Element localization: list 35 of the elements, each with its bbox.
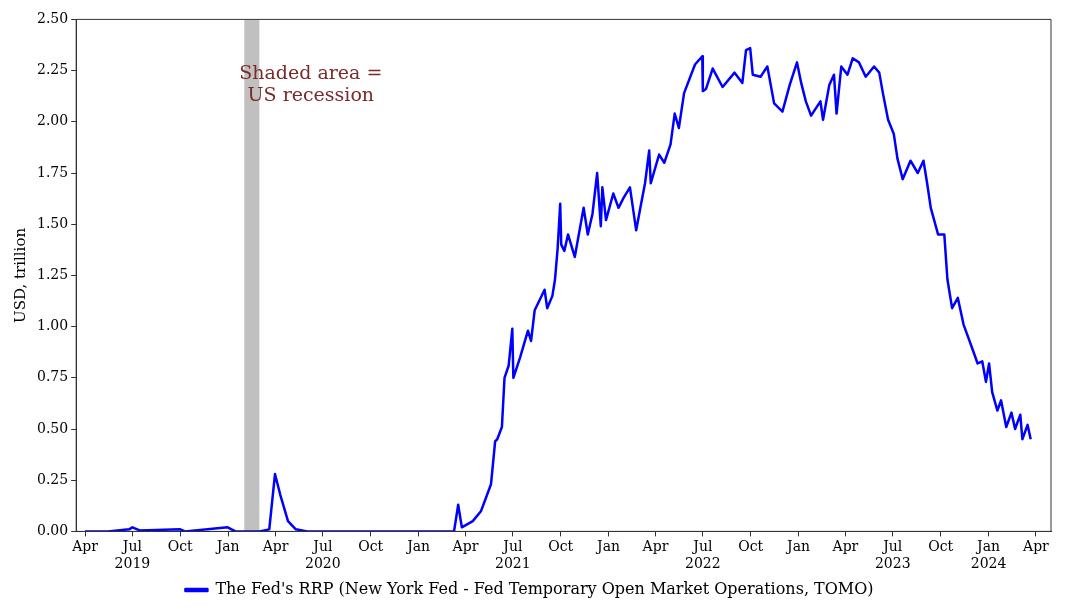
y-axis-title: USD, trillion	[10, 227, 29, 323]
y-tick-label: 1.25	[37, 266, 69, 283]
x-tick-label: Jul 2023	[874, 538, 911, 572]
x-tick-label: Oct	[738, 538, 764, 555]
x-tick-label: Jul 2019	[114, 538, 151, 572]
x-tick-label: Oct	[358, 538, 384, 555]
x-tick-label: Oct	[167, 538, 194, 555]
x-tick-label: Jan	[595, 538, 621, 555]
y-tick-label: 2.50	[37, 10, 69, 27]
y-tick-label: 0.50	[37, 419, 69, 436]
band-label: Shaded area = US recession	[239, 61, 383, 106]
x-tick-label: Jan 2024	[970, 538, 1007, 572]
x-tick-label: Apr	[831, 538, 859, 555]
y-tick-label: 2.00	[37, 112, 69, 129]
x-tick-label: Jan	[785, 538, 811, 555]
x-tick-label: Apr	[641, 538, 669, 555]
y-tick-label: 2.25	[37, 61, 69, 78]
x-tick-label: Apr	[1022, 538, 1050, 555]
x-tick-label: Apr	[71, 538, 99, 555]
y-tick-label: 1.75	[37, 163, 69, 180]
y-tick-label: 1.50	[37, 214, 69, 231]
x-tick-label: Jul 2022	[684, 538, 721, 572]
x-tick-label: Jul 2020	[305, 538, 341, 572]
y-tick-label: 1.00	[37, 317, 69, 334]
legend-label: The Fed's RRP (New York Fed - Fed Temporary Open Market Operations, TOMO)	[215, 579, 874, 599]
y-tick-label: 0.75	[37, 368, 69, 385]
x-tick-label: Jan	[214, 538, 240, 555]
x-tick-label: Apr	[261, 538, 289, 555]
x-tick-label: Oct	[928, 538, 954, 555]
x-tick-label: Jan	[405, 538, 431, 555]
x-tick-label: Jul 2021	[495, 538, 531, 572]
x-tick-label: Oct	[548, 538, 574, 555]
y-tick-label: 0.25	[37, 470, 69, 487]
y-tick-label: 0.00	[37, 522, 69, 539]
x-tick-label: Apr	[451, 538, 479, 555]
